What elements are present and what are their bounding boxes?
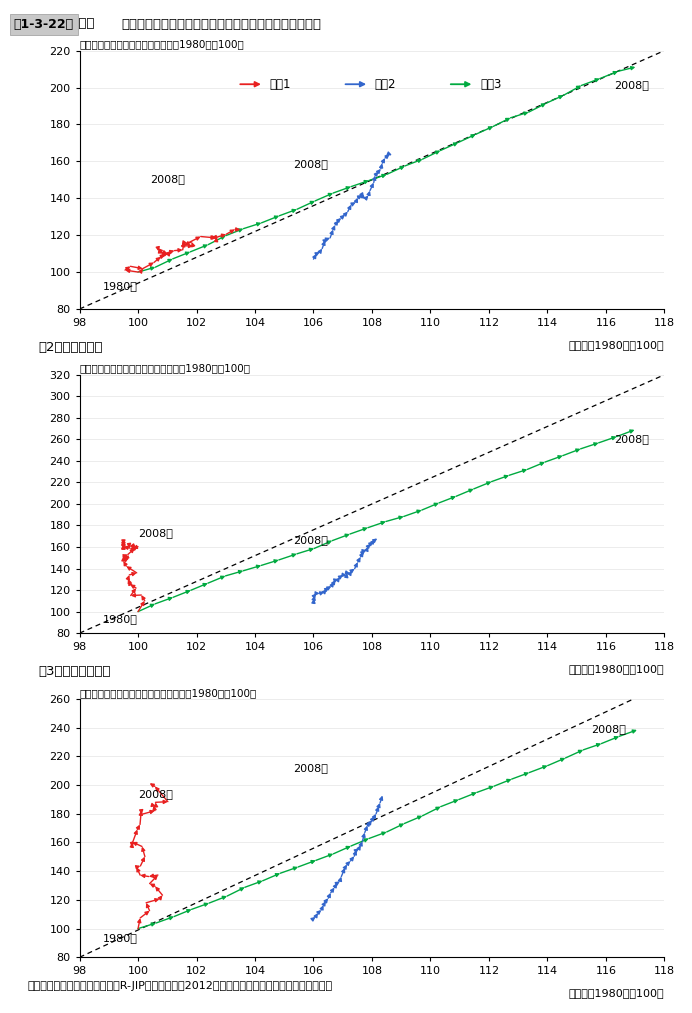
Text: （3）卸売・小売業: （3）卸売・小売業: [39, 666, 111, 679]
Text: 地域1: 地域1: [270, 78, 291, 91]
Text: （1）非製造業: （1）非製造業: [39, 17, 95, 30]
Text: （人口、1980年＝100）: （人口、1980年＝100）: [569, 989, 664, 998]
Text: 2008年: 2008年: [138, 528, 173, 538]
Text: （サービス業の実質付加価値生産額、1980年＝100）: （サービス業の実質付加価値生産額、1980年＝100）: [80, 364, 251, 374]
Text: 資料：（独）経済産業研究所「R-JIPデータベース2012」、総務省「地域別統計データベース」: 資料：（独）経済産業研究所「R-JIPデータベース2012」、総務省「地域別統計…: [28, 981, 333, 991]
Text: （人口、1980年＝100）: （人口、1980年＝100）: [569, 665, 664, 674]
Text: 2008年: 2008年: [138, 788, 173, 798]
Text: 1980年: 1980年: [103, 281, 138, 291]
Text: 地域2: 地域2: [375, 78, 397, 91]
Text: （2）サービス業: （2）サービス業: [39, 341, 103, 355]
Text: 2008年: 2008年: [293, 159, 328, 169]
Text: 地域別に見た非製造業の実質付加価値生産と人口の変化: 地域別に見た非製造業の実質付加価値生産と人口の変化: [121, 18, 321, 31]
Text: 2008年: 2008年: [293, 535, 328, 545]
Text: （人口、1980年＝100）: （人口、1980年＝100）: [569, 340, 664, 349]
Text: 第1-3-22図: 第1-3-22図: [14, 18, 74, 31]
Text: 1980年: 1980年: [103, 934, 138, 943]
Text: 1980年: 1980年: [103, 614, 138, 624]
Text: 2008年: 2008年: [149, 173, 185, 183]
Text: 2008年: 2008年: [591, 724, 626, 734]
Text: 2008年: 2008年: [614, 80, 650, 89]
Text: 2008年: 2008年: [293, 763, 328, 773]
Text: 地域3: 地域3: [480, 78, 502, 91]
Text: （非製造業の実質付加価値生産額、1980年＝100）: （非製造業の実質付加価値生産額、1980年＝100）: [80, 40, 244, 50]
Text: 2008年: 2008年: [614, 434, 650, 444]
Text: （卸売・小売業の実質付加価値生産額、1980年＝100）: （卸売・小売業の実質付加価値生産額、1980年＝100）: [80, 688, 257, 698]
